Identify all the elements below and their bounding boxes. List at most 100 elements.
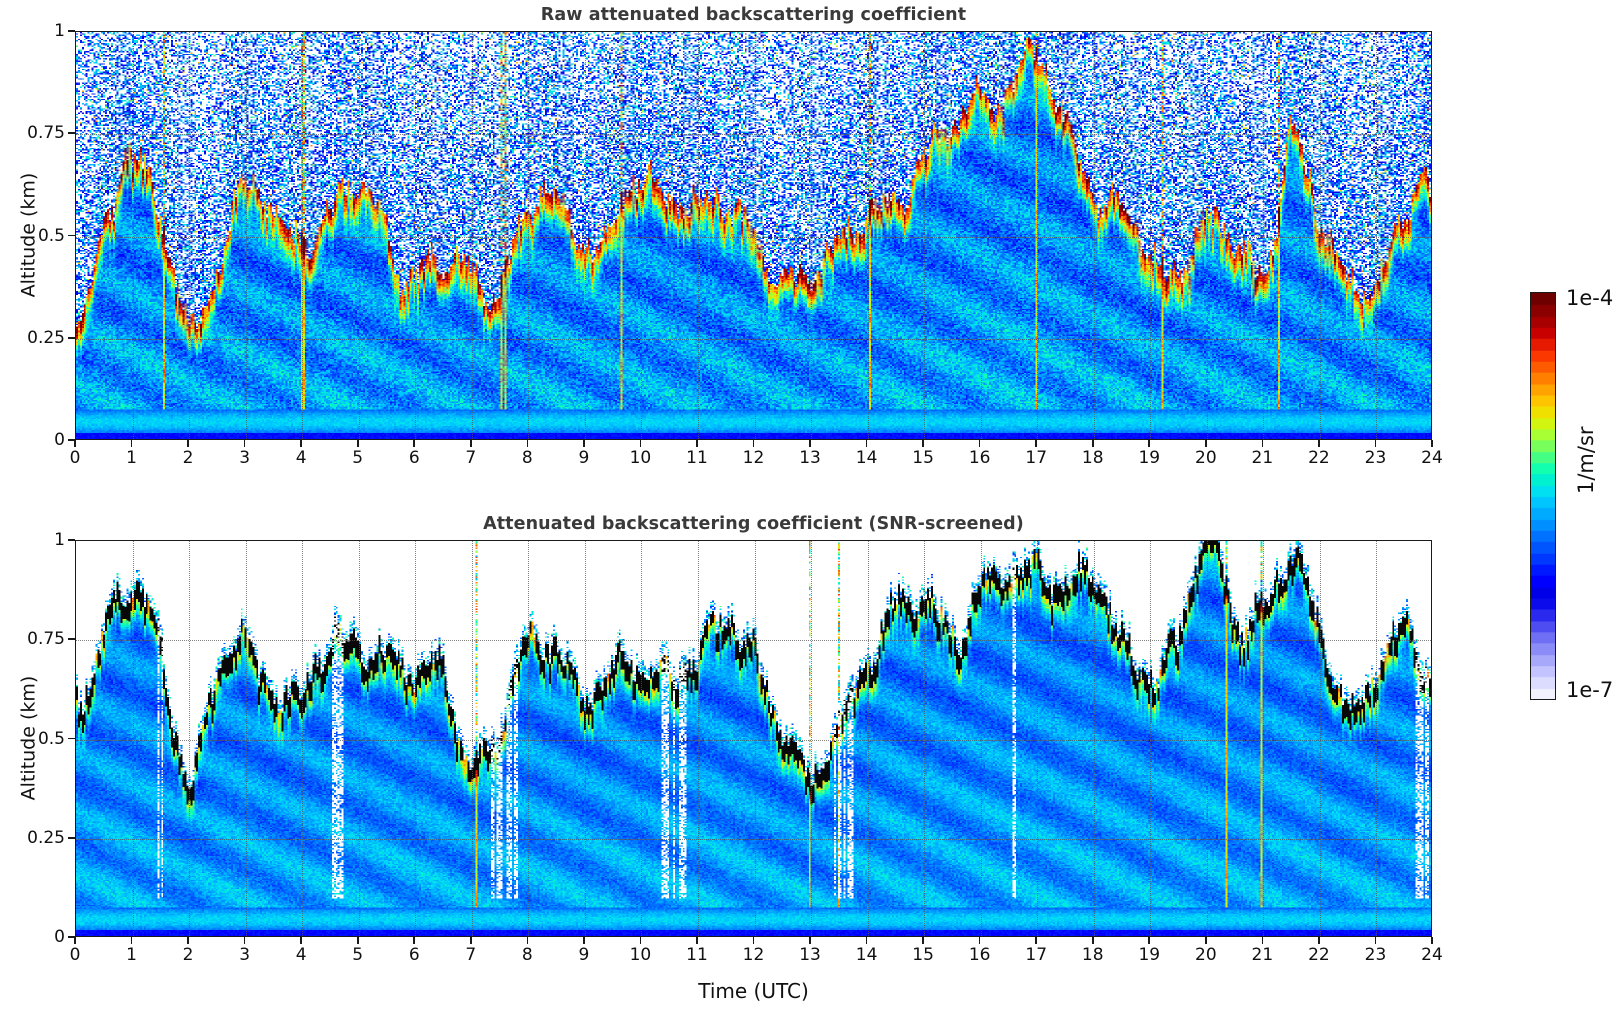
- x-tick-mark: [865, 937, 868, 944]
- x-tick-mark: [356, 937, 359, 944]
- gridline-horizontal: [76, 739, 1431, 742]
- x-tick-mark: [130, 440, 133, 447]
- gridline-vertical: [1037, 541, 1039, 936]
- x-tick-label: 20: [1195, 448, 1217, 468]
- x-tick-mark: [696, 937, 698, 944]
- gridline-vertical: [867, 32, 870, 439]
- x-tick-mark: [639, 440, 642, 447]
- x-tick-mark: [922, 440, 924, 447]
- x-tick-label: 1: [126, 448, 137, 468]
- x-tick-mark: [752, 440, 755, 447]
- gridline-vertical: [245, 32, 248, 439]
- x-tick-label: 14: [855, 945, 878, 965]
- x-tick-label: 5: [352, 448, 364, 468]
- x-tick-label: 11: [686, 945, 708, 965]
- x-tick-mark: [187, 440, 189, 447]
- y-tick-label: 0.75: [27, 629, 65, 650]
- gridline-vertical: [1206, 541, 1209, 936]
- x-tick-mark: [1374, 937, 1377, 944]
- x-tick-mark: [1148, 937, 1151, 944]
- x-tick-label: 19: [1138, 945, 1161, 965]
- gridline-vertical: [1319, 541, 1322, 936]
- gridline-vertical: [584, 541, 587, 936]
- gridline-vertical: [1150, 541, 1152, 936]
- x-tick-label: 24: [1421, 945, 1443, 965]
- gridline-vertical: [867, 541, 870, 936]
- colorbar-min-label: 1e-7: [1566, 678, 1614, 702]
- y-tick-label: 0: [54, 927, 65, 947]
- gridline-vertical: [1206, 32, 1209, 439]
- panel-raw-title: Raw attenuated backscattering coefficien…: [540, 5, 967, 25]
- x-tick-mark: [809, 937, 811, 944]
- x-tick-label: 18: [1081, 945, 1104, 965]
- x-tick-mark: [1091, 440, 1094, 447]
- x-tick-label: 9: [578, 448, 590, 468]
- x-tick-mark: [1205, 440, 1207, 447]
- y-tick-mark: [68, 30, 75, 32]
- y-tick-label: 0.75: [27, 123, 65, 144]
- x-tick-label: 17: [1025, 945, 1048, 965]
- x-tick-label: 5: [352, 945, 364, 965]
- x-tick-mark: [583, 937, 585, 944]
- panel-screened-plot-area[interactable]: [75, 540, 1432, 937]
- y-tick-mark: [68, 836, 75, 839]
- x-tick-label: 17: [1025, 448, 1048, 468]
- y-tick-mark: [68, 439, 75, 441]
- x-tick-label: 21: [1251, 448, 1274, 468]
- screened-backscatter-heatmap: [76, 541, 1431, 936]
- gridline-vertical: [754, 32, 757, 439]
- x-tick-label: 15: [912, 945, 934, 965]
- gridline-vertical: [641, 541, 643, 936]
- colorbar[interactable]: [1530, 292, 1556, 700]
- y-tick-mark: [68, 539, 75, 541]
- gridline-vertical: [584, 32, 587, 439]
- gridline-vertical: [980, 541, 983, 936]
- gridline-horizontal: [76, 236, 1431, 239]
- x-tick-label: 13: [799, 448, 821, 468]
- gridline-vertical: [811, 541, 813, 936]
- y-tick-label: 0.25: [27, 827, 65, 848]
- gridline-vertical: [980, 32, 983, 439]
- x-tick-mark: [74, 937, 76, 944]
- gridline-vertical: [528, 32, 530, 439]
- y-tick-label: 1: [54, 21, 65, 41]
- gridline-horizontal: [76, 338, 1431, 341]
- x-tick-label: 22: [1308, 945, 1330, 965]
- gridline-vertical: [1093, 541, 1096, 936]
- y-tick-label: 0.25: [27, 327, 65, 348]
- y-tick-mark: [68, 737, 75, 740]
- x-tick-mark: [413, 937, 416, 944]
- y-tick-mark: [68, 132, 75, 135]
- gridline-vertical: [132, 32, 135, 439]
- x-tick-mark: [978, 440, 981, 447]
- gridline-vertical: [1376, 32, 1378, 439]
- x-tick-label: 6: [408, 448, 420, 468]
- x-tick-mark: [1035, 937, 1037, 944]
- x-tick-label: 3: [239, 448, 251, 468]
- gridline-vertical: [924, 541, 926, 936]
- gridline-vertical: [132, 541, 135, 936]
- y-tick-label: 1: [54, 530, 65, 550]
- x-tick-label: 23: [1364, 945, 1387, 965]
- panel-raw-plot-area[interactable]: [75, 31, 1432, 440]
- x-tick-mark: [1374, 440, 1377, 447]
- x-tick-mark: [922, 937, 924, 944]
- x-tick-mark: [300, 937, 302, 944]
- gridline-vertical: [1263, 32, 1265, 439]
- x-tick-label: 7: [465, 945, 477, 965]
- gridline-vertical: [189, 541, 191, 936]
- x-tick-mark: [1261, 937, 1264, 944]
- gridline-vertical: [528, 541, 530, 936]
- x-tick-label: 8: [521, 945, 533, 965]
- x-tick-mark: [74, 440, 76, 447]
- x-tick-label: 7: [465, 448, 477, 468]
- x-tick-label: 3: [239, 945, 251, 965]
- x-tick-mark: [978, 937, 981, 944]
- x-tick-label: 21: [1251, 945, 1274, 965]
- gridline-vertical: [302, 541, 304, 936]
- x-tick-label: 14: [855, 448, 878, 468]
- x-tick-mark: [187, 937, 189, 944]
- y-tick-mark: [68, 234, 75, 237]
- panel-screened-y-axis-label: Altitude (km): [17, 675, 39, 800]
- gridline-horizontal: [76, 640, 1431, 642]
